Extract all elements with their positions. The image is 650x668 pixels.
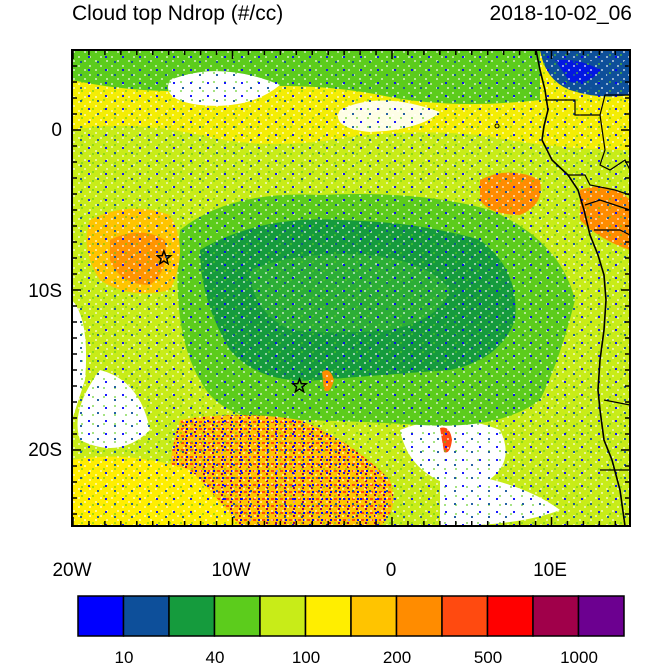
lon-label-0: 0 — [385, 560, 397, 581]
colorbar-swatch-3 — [168, 595, 216, 637]
markers — [155, 248, 309, 394]
lat-label-20s: 20S — [28, 440, 62, 461]
cloud-field — [72, 50, 630, 526]
colorbar-swatch-7 — [350, 595, 398, 637]
colorbar — [77, 595, 625, 637]
colorbar-swatch-11 — [532, 595, 580, 637]
colorbar-swatch-5 — [259, 595, 307, 637]
lon-label-20w: 20W — [52, 560, 92, 581]
map-timestamp: 2018-10-02_06 — [489, 2, 632, 25]
colorbar-swatch-1 — [77, 595, 125, 637]
axis-ticks — [72, 50, 630, 526]
colorbar-label-100: 100 — [291, 648, 321, 667]
colorbar-label-40: 40 — [205, 648, 225, 667]
lat-label-10s: 10S — [28, 281, 62, 302]
colorbar-swatch-2 — [122, 595, 170, 637]
colorbar-swatch-6 — [304, 595, 352, 637]
colorbar-swatch-8 — [395, 595, 443, 637]
colorbar-swatch-12 — [577, 595, 625, 637]
lon-label-10e: 10E — [533, 560, 567, 581]
colorbar-label-500: 500 — [473, 648, 503, 667]
colorbar-label-1000: 1000 — [560, 648, 598, 667]
plot-frame — [71, 49, 631, 527]
colorbar-label-10: 10 — [114, 648, 134, 667]
colorbar-swatch-10 — [486, 595, 534, 637]
map-title: Cloud top Ndrop (#/cc) — [72, 2, 284, 25]
lon-label-10w: 10W — [211, 560, 251, 581]
colorbar-swatch-9 — [441, 595, 489, 637]
colorbar-swatch-4 — [213, 595, 261, 637]
star-marker-2 — [290, 376, 309, 394]
colorbar-label-200: 200 — [382, 648, 412, 667]
star-marker-1 — [155, 248, 173, 266]
lat-label-0: 0 — [51, 120, 62, 141]
